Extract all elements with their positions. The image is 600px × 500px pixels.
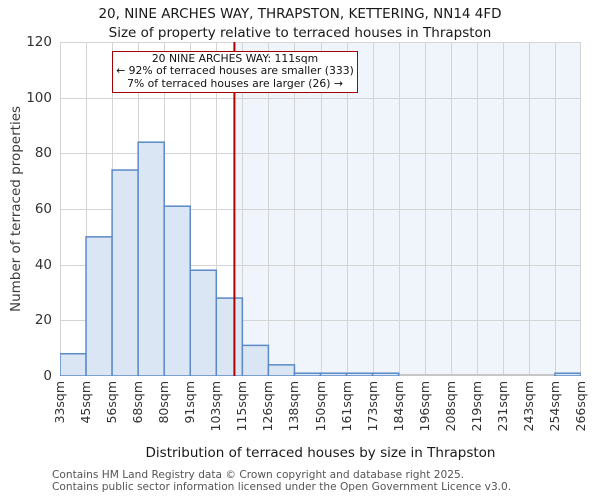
x-tick-label: 103sqm (208, 381, 224, 432)
x-tick-label: 161sqm (338, 381, 354, 432)
histogram-bar (60, 352, 87, 376)
histogram-bar (345, 372, 374, 376)
y-tick-label: 20 (34, 312, 52, 329)
x-tick-label: 56sqm (104, 381, 120, 424)
histogram-bar (137, 141, 165, 376)
histogram-bar (189, 269, 218, 376)
histogram-bar (293, 372, 322, 376)
histogram-bar (267, 364, 296, 376)
x-tick-label: 243sqm (520, 381, 536, 432)
footer: Contains HM Land Registry data © Crown c… (52, 469, 512, 493)
page-subtitle: Size of property relative to terraced ho… (108, 25, 492, 41)
x-axis-label: Distribution of terraced houses by size … (145, 445, 496, 461)
y-tick-label: 0 (43, 368, 52, 384)
y-tick-label: 40 (34, 256, 52, 273)
x-tick-label: 173sqm (364, 381, 380, 432)
x-tick-label: 184sqm (390, 381, 406, 432)
plot-area: 20 NINE ARCHES WAY: 111sqm ← 92% of terr… (60, 42, 581, 376)
x-tick-label: 138sqm (286, 381, 302, 432)
x-tick-label: 80sqm (156, 381, 172, 424)
histogram-bar (371, 372, 400, 376)
y-tick-label: 100 (26, 89, 52, 106)
x-tick-label: 219sqm (468, 381, 484, 432)
page-title: 20, NINE ARCHES WAY, THRAPSTON, KETTERIN… (98, 6, 502, 22)
histogram-bar (163, 205, 191, 376)
y-tick-label: 60 (34, 201, 52, 217)
annotation-box: 20 NINE ARCHES WAY: 111sqm ← 92% of terr… (112, 51, 358, 94)
histogram-bar (554, 372, 581, 376)
annotation-line-3: 7% of terraced houses are larger (26) → (127, 76, 343, 90)
footer-line-2: Contains public sector information licen… (52, 480, 512, 493)
x-tick-label: 196sqm (416, 381, 432, 432)
x-tick-label: 68sqm (130, 381, 146, 424)
histogram-bar (319, 372, 348, 376)
x-tick-label: 231sqm (494, 381, 510, 432)
x-tick-label: 266sqm (573, 381, 588, 432)
x-tick-label: 115sqm (234, 381, 250, 432)
x-tick-label: 150sqm (312, 381, 328, 432)
histogram-bar (241, 344, 270, 376)
x-tick-label: 126sqm (260, 381, 276, 432)
annotation-line-1: 20 NINE ARCHES WAY: 111sqm (151, 52, 319, 65)
x-tick-label: 33sqm (52, 381, 67, 424)
x-tick-label: 45sqm (78, 381, 94, 424)
annotation-line-2: ← 92% of terraced houses are smaller (33… (116, 64, 354, 78)
chart-svg (60, 42, 581, 376)
x-tick-label: 208sqm (442, 381, 458, 432)
footer-line-1: Contains HM Land Registry data © Crown c… (52, 469, 465, 481)
y-tick-label: 120 (26, 34, 52, 50)
x-tick-label: 91sqm (182, 381, 198, 424)
y-tick-label: 80 (34, 145, 52, 162)
histogram-bar (85, 236, 113, 376)
histogram-bar (111, 169, 139, 376)
histogram-bar (215, 297, 244, 376)
x-tick-label: 254sqm (546, 381, 562, 432)
